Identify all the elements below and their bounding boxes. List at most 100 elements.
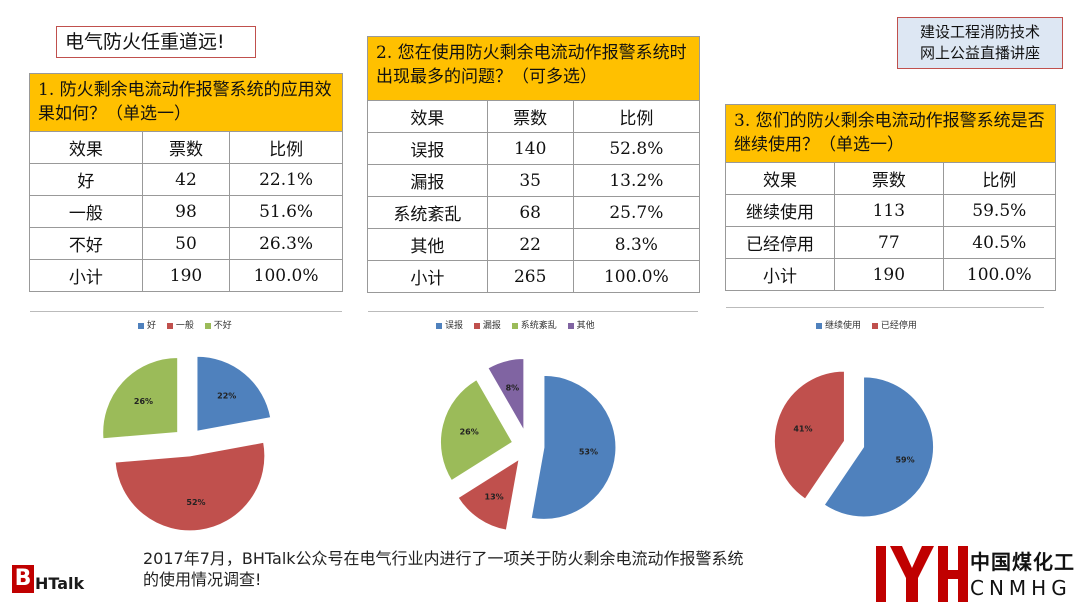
cnmhg-logo-en: CNMHG xyxy=(970,576,1072,600)
table-cell: 13.2% xyxy=(572,164,699,197)
table-cell: 100.0% xyxy=(942,258,1055,290)
pie-data-label: 13% xyxy=(485,492,504,501)
table-row: 好 42 22.1% xyxy=(30,163,342,196)
legend-swatch xyxy=(436,322,442,329)
legend-label: 已经停用 xyxy=(880,321,917,331)
legend-swatch xyxy=(567,322,574,329)
table-cell: 小计 xyxy=(30,259,143,291)
legend-item: 一般 xyxy=(159,318,194,331)
caption-line-1: 2017年7月，BHTalk公众号在电气行业内进行了一项关于防火剩余电流动作报警… xyxy=(143,549,744,568)
table-cell: 190 xyxy=(834,258,944,290)
table-header-row: 效果 票数 比例 xyxy=(726,163,1055,195)
bhtalk-logo-mark: B xyxy=(12,565,34,593)
header-cell: 效果 xyxy=(30,132,143,164)
table-cell: 51.6% xyxy=(229,195,342,228)
pie-slice xyxy=(823,376,935,518)
question-3-panel: 3. 您们的防火剩余电流动作报警系统是否继续使用？（单选一） 效果 票数 比例 … xyxy=(725,104,1056,291)
table-cell: 140 xyxy=(486,132,574,165)
question-1-table: 效果 票数 比例 好 42 22.1% 一般 98 51.6% 不好 50 26… xyxy=(30,132,342,291)
pie-data-label: 26% xyxy=(460,427,479,436)
pie-slice xyxy=(114,441,266,532)
table-cell: 误报 xyxy=(368,132,488,165)
pie-slice xyxy=(530,374,617,520)
table-cell: 好 xyxy=(30,163,143,196)
table-row: 已经停用 77 40.5% xyxy=(726,226,1055,259)
caption-line-2: 的使用情况调查! xyxy=(143,570,262,589)
table-cell: 26.3% xyxy=(229,227,342,260)
table-row: 小计 190 100.0% xyxy=(30,259,342,291)
question-1-title: 1. 防火剩余电流动作报警系统的应用效果如何？（单选一） xyxy=(30,74,342,132)
pie-slice xyxy=(487,358,525,433)
table-cell: 35 xyxy=(486,164,574,197)
legend-label: 其他 xyxy=(576,321,595,331)
pie-data-label: 41% xyxy=(793,424,812,433)
table-cell: 8.3% xyxy=(572,228,699,261)
pie-data-label: 53% xyxy=(579,447,598,456)
bhtalk-logo: B HTalk xyxy=(12,565,84,593)
pie-data-label: 8% xyxy=(506,383,520,392)
legend-item: 不好 xyxy=(197,318,232,331)
header-cell: 效果 xyxy=(368,101,488,133)
table-cell: 77 xyxy=(834,226,944,259)
lecture-line-1: 建设工程消防技术 xyxy=(919,23,1040,41)
table-cell: 25.7% xyxy=(572,196,699,229)
table-row: 漏报 35 13.2% xyxy=(368,164,699,197)
pie-3-legend: 继续使用 已经停用 xyxy=(808,318,917,331)
table-cell: 190 xyxy=(141,259,231,291)
question-2-panel: 2. 您在使用防火剩余电流动作报警系统时出现最多的问题？（可多选） 效果 票数 … xyxy=(367,36,700,293)
table-cell: 22.1% xyxy=(229,163,342,196)
table-cell: 漏报 xyxy=(368,164,488,197)
question-2-title: 2. 您在使用防火剩余电流动作报警系统时出现最多的问题？（可多选） xyxy=(368,37,699,101)
table-cell: 小计 xyxy=(368,260,488,292)
legend-item: 继续使用 xyxy=(808,318,861,331)
cnmhg-logo-cn: 中国煤化工 xyxy=(970,550,1075,574)
table-cell: 一般 xyxy=(30,195,143,228)
legend-swatch xyxy=(473,322,480,329)
legend-swatch xyxy=(166,322,173,329)
lecture-line-2: 网上公益直播讲座 xyxy=(919,44,1040,62)
pie-1-legend: 好 一般 不好 xyxy=(130,318,232,331)
table-cell: 已经停用 xyxy=(726,226,836,259)
pie-2-legend: 误报 漏报 系统紊乱 其他 xyxy=(428,318,595,331)
table-cell: 不好 xyxy=(30,227,143,260)
legend-swatch xyxy=(138,322,144,329)
chart-2-top-rule xyxy=(368,311,698,312)
pie-data-label: 22% xyxy=(217,392,236,401)
legend-item: 其他 xyxy=(560,318,595,331)
header-cell: 票数 xyxy=(486,101,574,133)
table-cell: 40.5% xyxy=(942,226,1055,259)
legend-label: 好 xyxy=(147,321,157,331)
legend-swatch xyxy=(204,322,211,329)
table-cell: 100.0% xyxy=(229,259,342,291)
legend-label: 继续使用 xyxy=(825,321,862,331)
legend-item: 系统紊乱 xyxy=(504,318,557,331)
cnmhg-logo-mark xyxy=(876,546,968,602)
legend-item: 漏报 xyxy=(466,318,501,331)
pie-slice xyxy=(439,379,514,482)
chart-1-top-rule xyxy=(30,311,342,312)
table-cell: 其他 xyxy=(368,228,488,261)
legend-item: 已经停用 xyxy=(864,318,917,331)
header-cell: 比例 xyxy=(229,132,342,164)
chart-3-top-rule xyxy=(726,307,1044,308)
question-1-panel: 1. 防火剩余电流动作报警系统的应用效果如何？（单选一） 效果 票数 比例 好 … xyxy=(29,73,343,292)
question-2-table: 效果 票数 比例 误报 140 52.8% 漏报 35 13.2% 系统紊乱 6… xyxy=(368,101,699,292)
pie-slice xyxy=(773,370,845,500)
pie-data-label: 59% xyxy=(895,456,914,465)
bhtalk-logo-text: HTalk xyxy=(35,574,85,593)
table-row: 误报 140 52.8% xyxy=(368,132,699,165)
table-row: 不好 50 26.3% xyxy=(30,227,342,260)
table-row: 一般 98 51.6% xyxy=(30,195,342,228)
table-row: 小计 190 100.0% xyxy=(726,258,1055,290)
question-3-title: 3. 您们的防火剩余电流动作报警系统是否继续使用？（单选一） xyxy=(726,105,1055,163)
legend-label: 不好 xyxy=(213,321,232,331)
legend-label: 一般 xyxy=(175,321,194,331)
lecture-banner: 建设工程消防技术 网上公益直播讲座 xyxy=(897,17,1063,69)
pie-slice xyxy=(457,458,520,531)
pie-data-label: 26% xyxy=(134,397,153,406)
pie-data-label: 52% xyxy=(186,498,205,507)
table-cell: 系统紊乱 xyxy=(368,196,488,229)
survey-caption: 2017年7月，BHTalk公众号在电气行业内进行了一项关于防火剩余电流动作报警… xyxy=(143,548,878,590)
